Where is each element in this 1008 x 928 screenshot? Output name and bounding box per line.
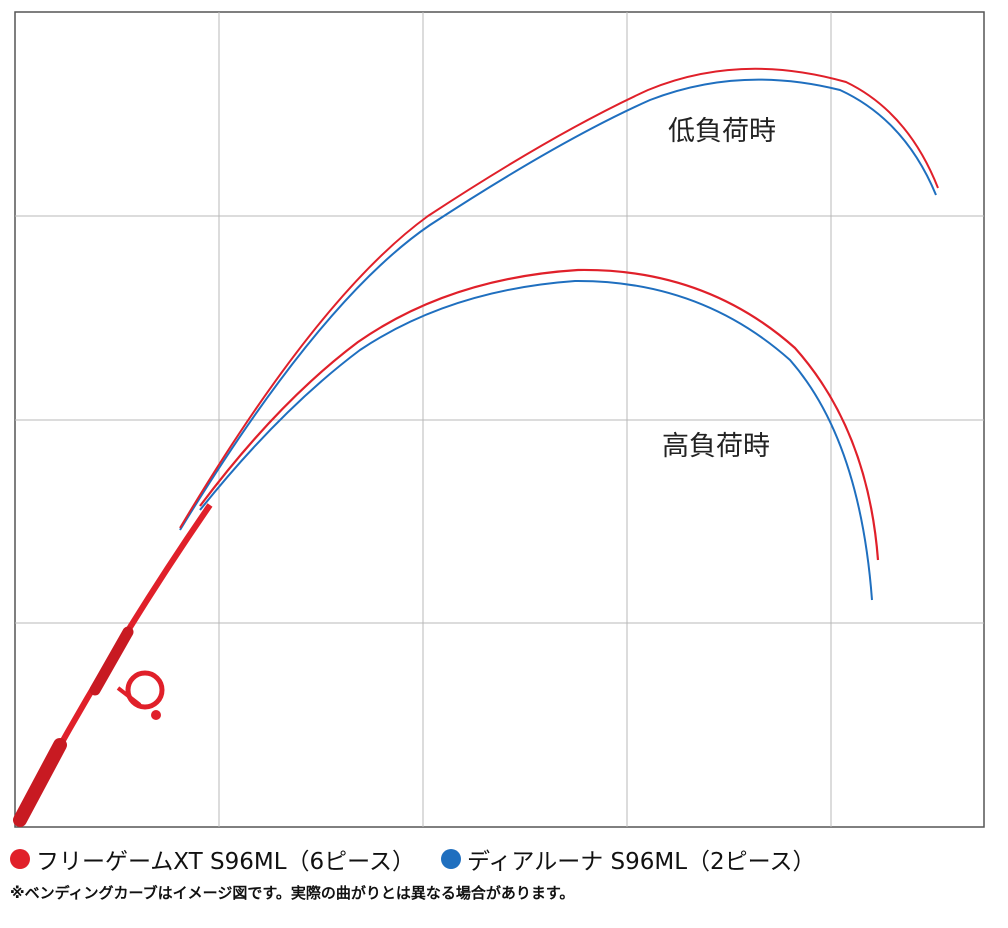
rod-grip [13, 738, 67, 827]
disclaimer-note: ※ベンディングカーブはイメージ図です。実際の曲がりとは異なる場合があります。 [10, 884, 575, 902]
curve-high-load-series2 [199, 279, 873, 601]
reel-body [125, 670, 165, 710]
label-high-load: 高負荷時 [662, 431, 770, 462]
legend: フリーゲームXT S96ML（6ピース） ディアルーナ S96ML（2ピース） [10, 843, 842, 875]
rod-illustration [13, 503, 213, 827]
reel-knob [151, 710, 161, 720]
legend-item-series1: フリーゲームXT S96ML（6ピース） [10, 842, 415, 876]
grid [15, 12, 984, 827]
reel-stem [116, 686, 142, 707]
legend-label-series1: フリーゲームXT S96ML（6ピース） [36, 849, 416, 875]
curve-low-load-series1 [179, 67, 939, 529]
label-low-load: 低負荷時 [668, 116, 776, 147]
rod-foregrip [89, 626, 134, 696]
curve-low-load-series2 [179, 78, 937, 531]
legend-item-series2: ディアルーナ S96ML（2ピース） [441, 842, 816, 876]
legend-dot-blue [441, 849, 462, 869]
bending-curve-chart: 低負荷時 高負荷時 [13, 11, 985, 828]
legend-label-series2: ディアルーナ S96ML（2ピース） [467, 849, 816, 875]
curve-high-load-series1 [199, 268, 880, 561]
legend-dot-red [10, 849, 30, 869]
